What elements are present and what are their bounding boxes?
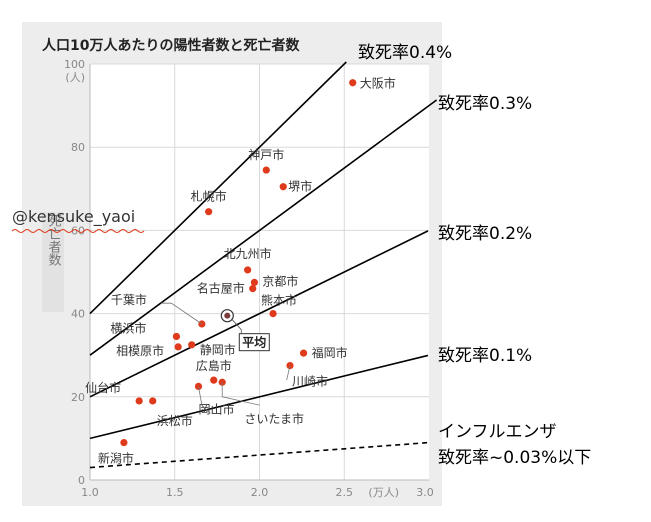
watermark: @kensuke_yaoi [12,207,135,227]
point-marker [174,343,182,351]
point-label: 福岡市 [312,345,348,360]
label-leader-line [286,365,291,381]
ylabel-box [42,212,64,312]
x-tick-label: 2.5 [336,486,354,499]
ref-line-0.3 [89,99,438,356]
point-label: 名古屋市 [197,281,245,296]
point-label: 浜松市 [157,413,193,428]
y-tick-label: 20 [71,391,85,404]
point-label: 神戸市 [248,147,284,162]
point-marker [349,79,357,87]
point-marker [262,166,270,174]
ref-line-label-0.3: 致死率0.3% [438,94,532,114]
point-label: 川崎市 [292,374,328,389]
point-marker [279,183,287,191]
point-marker [210,376,218,384]
point-label: 大阪市 [360,76,396,91]
point-marker [269,310,277,318]
point-label: 仙台市 [85,380,121,395]
average-label-box [238,333,270,352]
point-label: 広島市 [196,358,232,373]
label-leader-line [221,382,260,406]
point-label: 横浜市 [110,320,146,335]
y-tick-label: 0 [78,474,85,487]
point-label: 熊本市 [261,293,297,308]
point-label: 岡山市 [198,401,234,416]
point-marker [249,285,257,293]
point-label: 相模原市 [116,343,164,358]
ref-line-0.03 [89,441,429,469]
ref-line-label-0.2: 致死率0.2% [438,224,532,244]
point-label: 千葉市 [111,292,147,307]
point-label: さいたま市 [244,411,304,426]
x-tick-label: 3.0 [416,486,434,499]
point-marker [120,438,128,447]
y-unit-label: (人) [65,71,85,84]
ref-line-layer [89,61,438,469]
chart-title: 人口10万人あたりの陽性者数と死亡者数 [42,37,300,54]
ref-line-0.1 [89,354,429,440]
ref-line-0.2 [89,230,429,398]
point-marker [149,397,157,405]
point-marker [188,341,196,349]
point-label: 新潟市 [98,451,134,466]
point-marker [205,208,213,216]
point-marker [244,266,252,274]
ref-line-label-0.1: 致死率0.1% [438,346,532,366]
label-leader-line [161,302,203,325]
point-marker [194,382,203,390]
ref-line-0.4 [89,61,347,315]
y-tick-label: 40 [71,308,85,321]
point-marker [135,397,143,405]
x-tick-label: 1.5 [166,486,184,499]
x-tick-label: 2.0 [251,486,269,499]
x-tick-label: 1.0 [81,486,99,499]
y-tick-label: 80 [71,141,85,154]
average-leader [230,318,242,334]
point-label: 堺市 [288,179,312,194]
point-marker [250,278,259,286]
label-leader-line [198,386,211,414]
ref-line-label-flu-1: インフルエンザ [438,422,557,442]
point-label: 平均 [242,335,266,350]
point-label: 京都市 [262,273,298,288]
ref-line-label-0.4: 致死率0.4% [358,43,452,63]
point-layer [120,79,357,447]
point-marker [299,349,308,357]
y-tick-label: 100 [64,58,85,71]
point-marker [172,332,181,341]
point-label: 北九州市 [224,246,272,261]
point-marker-average-core [224,312,231,319]
point-label: 静岡市 [200,342,236,357]
ref-line-label-flu-2: 致死率~0.03%以下 [438,448,591,468]
point-label: 札幌市 [191,189,227,204]
watermark-underline [11,229,145,233]
x-unit-label: (万人) [368,486,399,499]
y-axis-label: 死亡者数 [46,214,62,266]
